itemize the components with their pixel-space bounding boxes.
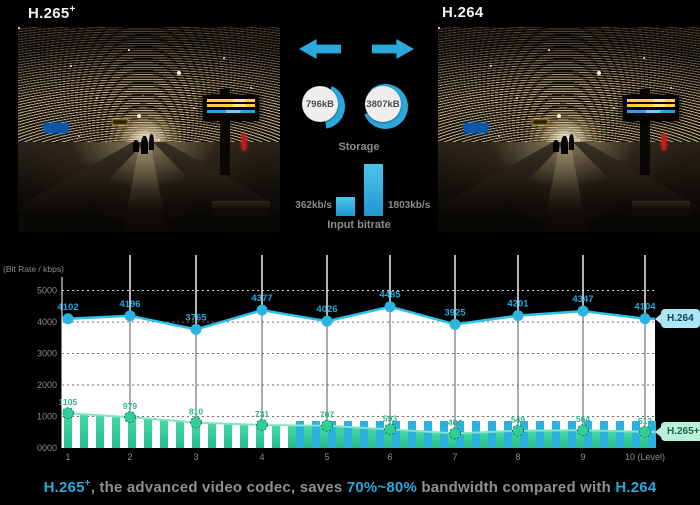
left-codec-title-sup: + bbox=[69, 4, 76, 15]
photo-pillar bbox=[219, 88, 231, 175]
h264-sample-photo bbox=[438, 27, 700, 232]
svg-text:4104: 4104 bbox=[634, 302, 656, 313]
legend-h264: H.264 bbox=[655, 309, 700, 328]
svg-text:2: 2 bbox=[127, 452, 132, 462]
svg-text:8: 8 bbox=[515, 452, 520, 462]
svg-text:810: 810 bbox=[189, 406, 203, 416]
svg-text:2000: 2000 bbox=[37, 380, 57, 390]
svg-text:0000: 0000 bbox=[37, 443, 57, 453]
left-codec-title: H.265+ bbox=[28, 4, 76, 22]
svg-text:4201: 4201 bbox=[507, 299, 529, 310]
photo-small-sign bbox=[112, 119, 129, 125]
h264-storage-value: 3807kB bbox=[365, 86, 401, 122]
svg-text:3: 3 bbox=[193, 452, 198, 462]
h264-storage-gauge: 3807kB bbox=[363, 84, 408, 129]
caption-codec-h265: H.265+ bbox=[43, 478, 91, 496]
svg-text:5000: 5000 bbox=[37, 286, 57, 296]
svg-text:4102: 4102 bbox=[57, 302, 78, 313]
photo-blue-sign bbox=[44, 123, 68, 133]
svg-text:4: 4 bbox=[259, 452, 264, 462]
led-text-line bbox=[206, 103, 256, 107]
svg-text:4196: 4196 bbox=[119, 299, 140, 310]
svg-text:10 (Level): 10 (Level) bbox=[625, 452, 665, 462]
svg-text:731: 731 bbox=[255, 409, 269, 419]
photo-bench bbox=[211, 201, 270, 216]
h265-sample-photo bbox=[18, 27, 280, 232]
svg-text:4026: 4026 bbox=[316, 304, 337, 315]
photo-led-signboard bbox=[202, 94, 260, 122]
photo-person bbox=[141, 135, 148, 155]
caption-text: , the advanced video codec, saves bbox=[90, 479, 347, 496]
photo-person bbox=[149, 133, 155, 150]
svg-text:1: 1 bbox=[65, 452, 70, 462]
right-codec-title: H.264 bbox=[442, 4, 484, 21]
h265-storage-value: 796kB bbox=[302, 86, 338, 122]
legend-h265: H.265+ bbox=[655, 422, 700, 441]
caption-text: bandwidth compared with bbox=[417, 479, 616, 496]
photo-pillar bbox=[639, 88, 651, 175]
svg-text:564: 564 bbox=[576, 414, 590, 424]
svg-text:979: 979 bbox=[123, 401, 137, 411]
led-text-line bbox=[206, 98, 256, 102]
svg-text:707: 707 bbox=[320, 410, 334, 420]
photo-led-signboard bbox=[622, 94, 680, 122]
photo-person bbox=[553, 139, 559, 153]
caption-codec-h264: H.264 bbox=[615, 479, 657, 496]
svg-text:4347: 4347 bbox=[572, 294, 593, 305]
photo-ceiling-lights bbox=[438, 27, 440, 29]
led-text-line bbox=[626, 103, 676, 107]
input-bitrate-label: Input bitrate bbox=[327, 219, 391, 231]
svg-text:4377: 4377 bbox=[251, 293, 272, 304]
svg-text:3925: 3925 bbox=[444, 307, 466, 318]
svg-text:9: 9 bbox=[580, 452, 585, 462]
photo-bench bbox=[631, 201, 690, 216]
led-text-line bbox=[626, 109, 676, 113]
svg-text:7: 7 bbox=[452, 452, 457, 462]
led-text-line bbox=[626, 98, 676, 102]
photo-red-led bbox=[661, 133, 666, 150]
photo-small-sign bbox=[532, 119, 549, 125]
photo-red-led bbox=[241, 133, 246, 150]
led-text-line bbox=[206, 109, 256, 113]
svg-text:4485: 4485 bbox=[379, 290, 401, 301]
bitrate-comparison-chart: 4102 1105 4196 979 3765 810 4377 731 4026 707 4485… bbox=[0, 252, 700, 470]
storage-label: Storage bbox=[338, 141, 380, 153]
photo-person bbox=[133, 139, 139, 153]
arrow-left-icon bbox=[299, 39, 341, 59]
photo-blue-sign bbox=[464, 123, 488, 133]
h265-bitrate-bar bbox=[336, 197, 355, 216]
svg-text:5: 5 bbox=[324, 452, 329, 462]
svg-text:3000: 3000 bbox=[37, 349, 57, 359]
photo-person bbox=[569, 133, 575, 150]
h265-storage-gauge: 796kB bbox=[300, 84, 345, 129]
svg-text:6: 6 bbox=[387, 452, 392, 462]
svg-text:549: 549 bbox=[511, 415, 525, 425]
svg-text:1000: 1000 bbox=[37, 412, 57, 422]
svg-text:1105: 1105 bbox=[59, 397, 78, 407]
svg-text:3765: 3765 bbox=[185, 312, 207, 323]
caption: H.265+, the advanced video codec, saves … bbox=[0, 478, 700, 496]
svg-text:464: 464 bbox=[448, 417, 462, 427]
svg-text:513: 513 bbox=[638, 416, 652, 426]
photo-ceiling-lights bbox=[18, 27, 20, 29]
svg-text:(Bit Rate / kbps): (Bit Rate / kbps) bbox=[3, 264, 64, 274]
caption-highlight: 70%~80% bbox=[346, 479, 417, 496]
chart-canvas: 4102110541969793765810437773140267074485… bbox=[3, 255, 665, 462]
h265-bitrate-value: 362kb/s bbox=[295, 200, 332, 211]
h264-bitrate-bar bbox=[364, 164, 383, 216]
svg-text:593: 593 bbox=[383, 413, 397, 423]
svg-text:4000: 4000 bbox=[37, 317, 57, 327]
h264-bitrate-value: 1803kb/s bbox=[388, 200, 431, 211]
photo-person bbox=[561, 135, 568, 155]
arrow-right-icon bbox=[372, 39, 414, 59]
